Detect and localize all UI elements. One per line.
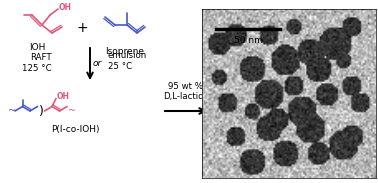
Text: P(I-co-IOH)-g-PLA: P(I-co-IOH)-g-PLA (226, 125, 304, 134)
Text: OH: OH (59, 3, 72, 12)
Text: ): ) (245, 104, 250, 117)
Text: ~: ~ (68, 106, 76, 116)
Text: OH: OH (57, 92, 70, 101)
Text: ): ) (39, 104, 43, 117)
Text: O: O (269, 74, 275, 83)
Text: ~: ~ (8, 106, 16, 116)
Text: or: or (93, 59, 102, 68)
Text: ): ) (282, 94, 287, 104)
Text: H: H (289, 96, 295, 105)
Text: (: ( (269, 89, 273, 100)
Text: 95 wt %
D,L-lactide: 95 wt % D,L-lactide (163, 82, 209, 101)
Text: P(I-co-IOH): P(I-co-IOH) (51, 125, 99, 134)
Text: emulsion
25 °C: emulsion 25 °C (108, 51, 147, 71)
Text: O: O (261, 90, 267, 99)
Text: Isoprene: Isoprene (105, 47, 144, 56)
Text: ~: ~ (215, 106, 223, 116)
Text: IOH: IOH (29, 43, 45, 52)
Text: RAFT
125 °C: RAFT 125 °C (22, 53, 52, 73)
Text: ~: ~ (275, 106, 283, 116)
Text: +: + (76, 21, 88, 35)
